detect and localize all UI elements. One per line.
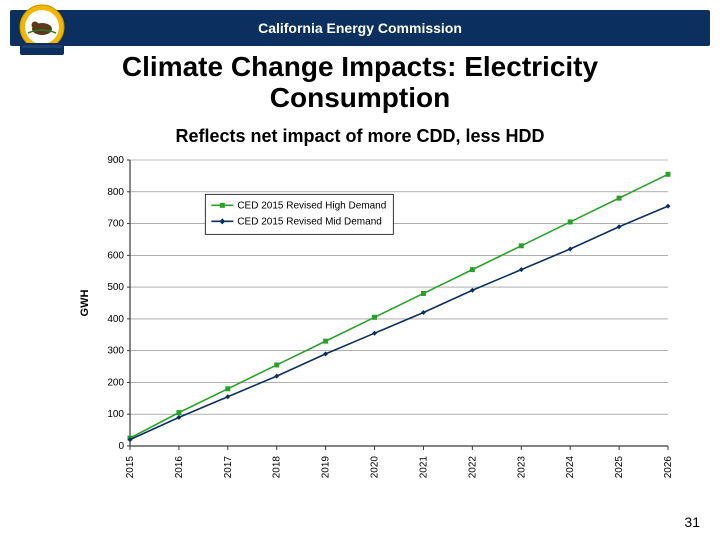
svg-text:2023: 2023	[516, 456, 527, 479]
svg-text:2016: 2016	[174, 456, 185, 479]
slide-title: Climate Change Impacts: Electricity Cons…	[60, 52, 660, 114]
svg-text:2015: 2015	[125, 456, 136, 479]
subtitle: Reflects net impact of more CDD, less HD…	[60, 126, 660, 147]
svg-text:2024: 2024	[565, 456, 576, 479]
page-number: 31	[684, 514, 700, 530]
svg-text:500: 500	[107, 282, 124, 293]
svg-text:2019: 2019	[321, 456, 332, 479]
chart: 0 100 200 300 400 500 600 700 800 900 2015 2016 2017…	[70, 152, 680, 500]
svg-text:2022: 2022	[467, 456, 478, 479]
svg-text:400: 400	[107, 314, 124, 325]
svg-text:900: 900	[107, 155, 124, 166]
svg-text:700: 700	[107, 219, 124, 230]
svg-text:2020: 2020	[370, 456, 381, 479]
svg-text:2018: 2018	[272, 456, 283, 479]
svg-text:2025: 2025	[614, 456, 625, 479]
svg-text:300: 300	[107, 346, 124, 357]
svg-text:200: 200	[107, 377, 124, 388]
cec-logo	[14, 3, 70, 59]
svg-text:100: 100	[107, 409, 124, 420]
header-org: California Energy Commission	[258, 20, 462, 36]
svg-text:CED 2015 Revised High Demand: CED 2015 Revised High Demand	[237, 200, 386, 211]
header-bar: California Energy Commission	[10, 10, 710, 46]
svg-text:2026: 2026	[663, 456, 674, 479]
title-line1: Climate Change Impacts: Electricity	[122, 51, 598, 82]
svg-text:0: 0	[118, 441, 124, 452]
svg-text:CED 2015 Revised Mid Demand: CED 2015 Revised Mid Demand	[237, 216, 382, 227]
title-line2: Consumption	[270, 82, 450, 113]
svg-text:2021: 2021	[418, 456, 429, 479]
svg-text:2017: 2017	[223, 456, 234, 479]
svg-text:GWH: GWH	[79, 290, 91, 317]
svg-text:600: 600	[107, 250, 124, 261]
svg-text:800: 800	[107, 187, 124, 198]
